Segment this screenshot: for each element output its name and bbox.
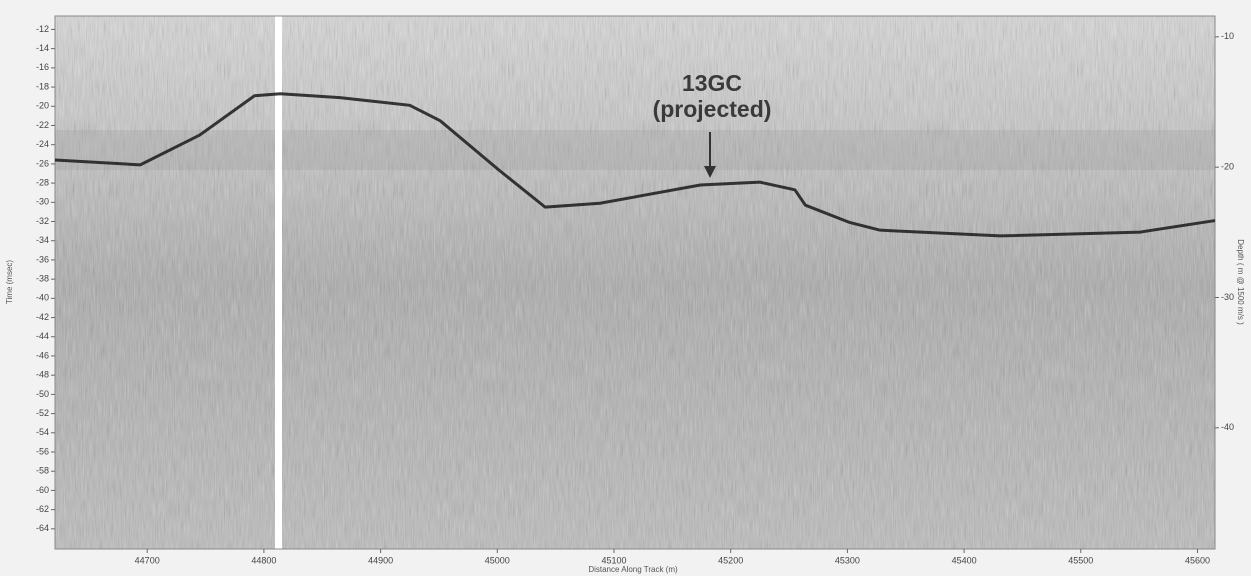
x-tick-label: 45400 [952, 555, 977, 565]
x-tick-label: 45000 [485, 555, 510, 565]
y-tick-label: -24 [36, 139, 49, 149]
x-tick-label: 45200 [718, 555, 743, 565]
y-tick-label: -40 [36, 293, 49, 303]
y-tick-label: -34 [36, 235, 49, 245]
y-tick-label: -18 [36, 81, 49, 91]
water-band [55, 130, 1215, 170]
y-tick-label: -62 [36, 504, 49, 514]
y2-axis-label: Depth ( m @ 1500 m/s ) [1236, 239, 1245, 325]
x-tick-label: 44800 [251, 555, 276, 565]
x-tick-label: 45100 [601, 555, 626, 565]
y-tick-label: -48 [36, 370, 49, 380]
y-tick-label: -44 [36, 331, 49, 341]
y-tick-label: -14 [36, 43, 49, 53]
y-tick-label: -54 [36, 427, 49, 437]
y-tick-label: -16 [36, 62, 49, 72]
x-tick-label: 45500 [1068, 555, 1093, 565]
y-tick-label: -36 [36, 254, 49, 264]
y-tick-label: -60 [36, 485, 49, 495]
y-tick-label: -50 [36, 389, 49, 399]
seismic-noise [55, 16, 1215, 549]
annotation: 13GC [682, 70, 742, 96]
y-tick-label: -32 [36, 216, 49, 226]
x-tick-label: 44700 [135, 555, 160, 565]
y2-tick-label: -20 [1221, 162, 1234, 172]
y-tick-label: -42 [36, 312, 49, 322]
y-tick-label: -38 [36, 274, 49, 284]
y-tick-label: -56 [36, 446, 49, 456]
y2-tick-label: -10 [1221, 31, 1234, 41]
x-tick-label: 45300 [835, 555, 860, 565]
y-tick-label: -46 [36, 350, 49, 360]
x-tick-label: 45600 [1185, 555, 1210, 565]
y-tick-label: -58 [36, 466, 49, 476]
y-tick-label: -28 [36, 177, 49, 187]
y-tick-label: -22 [36, 120, 49, 130]
y-tick-label: -52 [36, 408, 49, 418]
chart: 13GC (projected) Distance Along Track (m… [0, 0, 1251, 576]
y-axis-label: Time (msec) [5, 260, 14, 304]
y-tick-label: -30 [36, 197, 49, 207]
y2-tick-label: -40 [1221, 422, 1234, 432]
gap-bar [275, 16, 282, 549]
annotation: (projected) [653, 96, 772, 122]
x-axis-label: Distance Along Track (m) [588, 565, 678, 574]
y-tick-label: -20 [36, 101, 49, 111]
y-tick-label: -26 [36, 158, 49, 168]
y-tick-label: -12 [36, 24, 49, 34]
y-tick-label: -64 [36, 523, 49, 533]
y2-tick-label: -30 [1221, 292, 1234, 302]
x-tick-label: 44900 [368, 555, 393, 565]
